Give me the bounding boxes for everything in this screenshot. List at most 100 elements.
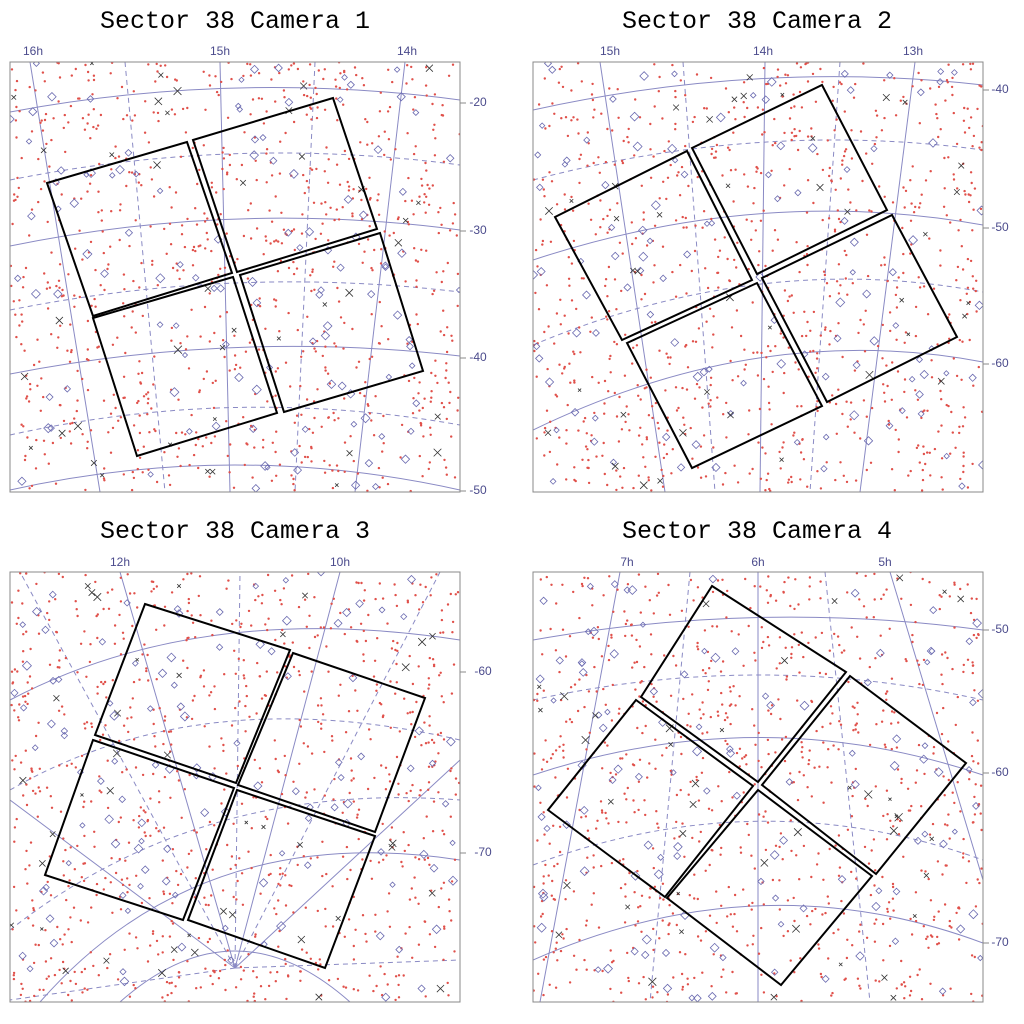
star bbox=[827, 217, 831, 220]
star bbox=[176, 269, 179, 272]
star bbox=[970, 754, 974, 758]
target bbox=[31, 744, 39, 752]
star bbox=[122, 375, 126, 378]
star bbox=[202, 70, 205, 74]
star bbox=[424, 84, 428, 87]
star bbox=[418, 409, 421, 412]
star bbox=[277, 899, 280, 902]
star bbox=[261, 593, 264, 597]
star bbox=[939, 128, 942, 131]
star bbox=[122, 302, 125, 305]
star bbox=[443, 925, 446, 928]
star bbox=[123, 315, 126, 318]
star bbox=[313, 596, 316, 599]
star bbox=[942, 775, 945, 778]
target bbox=[849, 269, 856, 276]
star bbox=[541, 912, 544, 916]
star bbox=[24, 266, 28, 270]
star bbox=[685, 388, 689, 391]
star bbox=[895, 987, 898, 990]
star bbox=[812, 349, 815, 353]
bright-star bbox=[611, 462, 619, 470]
star bbox=[84, 727, 87, 730]
star bbox=[213, 435, 217, 438]
star bbox=[851, 282, 854, 285]
bright-star bbox=[581, 735, 590, 745]
star bbox=[423, 397, 426, 400]
star bbox=[736, 375, 740, 378]
star bbox=[762, 991, 766, 994]
star bbox=[440, 609, 444, 612]
star bbox=[186, 666, 189, 670]
star bbox=[150, 178, 154, 181]
target bbox=[447, 875, 459, 886]
star bbox=[681, 386, 684, 390]
star bbox=[311, 268, 314, 271]
star bbox=[654, 401, 658, 405]
target bbox=[250, 135, 260, 144]
star bbox=[223, 266, 227, 269]
bright-star bbox=[555, 931, 563, 939]
star bbox=[858, 930, 861, 933]
star bbox=[362, 653, 365, 656]
star bbox=[430, 738, 434, 742]
star bbox=[819, 334, 822, 337]
bright-star bbox=[890, 994, 897, 1001]
star bbox=[240, 622, 243, 625]
star bbox=[969, 171, 973, 174]
star bbox=[940, 398, 943, 401]
star bbox=[146, 391, 150, 394]
star bbox=[822, 270, 826, 273]
target bbox=[891, 937, 900, 945]
star bbox=[685, 226, 688, 229]
star bbox=[626, 583, 630, 586]
star bbox=[100, 680, 103, 684]
star bbox=[547, 325, 550, 328]
target bbox=[535, 354, 544, 363]
star bbox=[725, 436, 728, 439]
star bbox=[81, 433, 84, 436]
target bbox=[337, 773, 345, 782]
star bbox=[873, 142, 877, 146]
star bbox=[824, 672, 828, 676]
star bbox=[440, 223, 443, 226]
star bbox=[543, 431, 546, 434]
bright-star bbox=[346, 450, 353, 457]
target bbox=[915, 390, 924, 399]
star bbox=[552, 897, 555, 901]
star bbox=[111, 588, 114, 591]
star bbox=[942, 205, 946, 208]
star bbox=[627, 413, 630, 416]
star bbox=[614, 773, 618, 776]
star bbox=[196, 182, 199, 186]
star bbox=[304, 906, 307, 909]
star bbox=[657, 826, 660, 829]
star bbox=[902, 186, 905, 189]
star bbox=[34, 792, 37, 795]
target bbox=[30, 288, 41, 299]
star bbox=[457, 396, 460, 399]
star bbox=[402, 974, 405, 977]
star bbox=[974, 289, 977, 293]
star bbox=[46, 611, 49, 615]
target bbox=[364, 458, 374, 468]
star bbox=[90, 906, 93, 909]
target bbox=[322, 321, 333, 331]
star bbox=[246, 443, 249, 446]
target bbox=[171, 891, 179, 899]
star bbox=[943, 903, 947, 906]
star bbox=[805, 211, 809, 214]
star bbox=[352, 944, 355, 948]
star bbox=[593, 411, 596, 415]
target bbox=[123, 599, 131, 607]
star bbox=[374, 930, 377, 933]
star bbox=[424, 995, 427, 998]
star bbox=[343, 470, 346, 473]
star bbox=[639, 905, 642, 908]
star bbox=[706, 688, 710, 692]
star bbox=[321, 354, 324, 358]
star bbox=[265, 152, 268, 155]
star bbox=[94, 580, 97, 584]
star bbox=[337, 469, 340, 473]
star bbox=[900, 983, 903, 986]
